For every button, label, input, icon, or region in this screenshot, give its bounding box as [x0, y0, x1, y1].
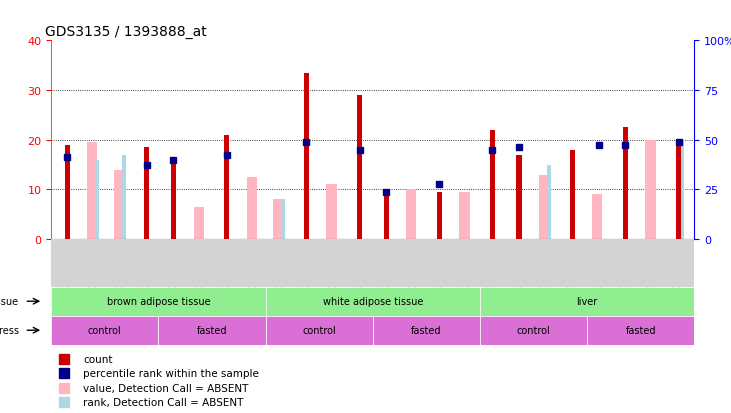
Text: GSM184427: GSM184427 — [408, 242, 417, 288]
Text: brown adipose tissue: brown adipose tissue — [107, 297, 211, 306]
Text: control: control — [517, 325, 550, 335]
Bar — [281, 200, 285, 240]
Text: GSM184426: GSM184426 — [382, 242, 390, 288]
Bar — [144, 148, 149, 240]
Bar — [516, 155, 521, 240]
Text: white adipose tissue: white adipose tissue — [322, 297, 423, 306]
Bar — [327, 185, 337, 240]
Text: GSM184418: GSM184418 — [169, 242, 178, 288]
Bar — [194, 207, 204, 240]
Bar — [592, 195, 602, 240]
Text: GSM184415: GSM184415 — [89, 242, 98, 288]
Bar — [265, 287, 480, 316]
Text: value, Detection Call = ABSENT: value, Detection Call = ABSENT — [83, 383, 249, 393]
Text: GSM184434: GSM184434 — [594, 242, 603, 288]
Text: GSM184437: GSM184437 — [674, 242, 683, 288]
Bar — [547, 165, 551, 240]
Text: GSM184435: GSM184435 — [621, 242, 630, 288]
Bar — [246, 178, 257, 240]
Bar — [490, 131, 495, 240]
Bar — [587, 316, 694, 345]
Bar — [51, 316, 159, 345]
Bar — [436, 192, 442, 240]
Bar — [384, 192, 389, 240]
Bar — [357, 96, 362, 240]
Text: fasted: fasted — [411, 325, 442, 335]
Bar — [51, 287, 265, 316]
Bar — [645, 140, 656, 240]
Text: GSM184431: GSM184431 — [515, 242, 523, 288]
Bar — [676, 140, 681, 240]
Bar — [95, 160, 99, 240]
Bar — [265, 316, 373, 345]
Bar — [680, 140, 684, 240]
Bar — [64, 145, 69, 240]
Text: GSM184420: GSM184420 — [222, 242, 231, 288]
Text: control: control — [88, 325, 121, 335]
Text: liver: liver — [577, 297, 598, 306]
Bar — [171, 160, 176, 240]
Text: GSM184422: GSM184422 — [276, 242, 284, 288]
Text: GSM184433: GSM184433 — [568, 242, 577, 288]
Text: GSM184414: GSM184414 — [63, 242, 72, 288]
Text: GDS3135 / 1393888_at: GDS3135 / 1393888_at — [45, 25, 206, 39]
Text: fasted: fasted — [626, 325, 656, 335]
Text: GSM184419: GSM184419 — [195, 242, 205, 288]
Text: control: control — [303, 325, 336, 335]
Bar — [114, 170, 124, 240]
Text: tissue: tissue — [0, 297, 19, 306]
Bar — [224, 135, 229, 240]
Text: fasted: fasted — [197, 325, 227, 335]
Bar — [122, 155, 126, 240]
Text: GSM184428: GSM184428 — [435, 242, 444, 288]
Text: GSM184436: GSM184436 — [648, 242, 656, 288]
Bar — [373, 316, 480, 345]
Bar — [159, 316, 265, 345]
Bar — [304, 74, 309, 240]
Text: count: count — [83, 354, 113, 364]
Bar — [480, 316, 587, 345]
Bar — [273, 200, 284, 240]
Text: GSM184430: GSM184430 — [488, 242, 497, 288]
Bar — [569, 150, 575, 240]
Bar — [406, 190, 417, 240]
Text: GSM184423: GSM184423 — [302, 242, 311, 288]
Text: GSM184421: GSM184421 — [249, 242, 258, 288]
Text: GSM184416: GSM184416 — [115, 242, 125, 288]
Text: GSM184429: GSM184429 — [461, 242, 470, 288]
Text: GSM184417: GSM184417 — [143, 242, 151, 288]
Text: GSM184432: GSM184432 — [541, 242, 550, 288]
Text: stress: stress — [0, 325, 19, 335]
Text: GSM184424: GSM184424 — [328, 242, 338, 288]
Text: GSM184425: GSM184425 — [355, 242, 364, 288]
Bar — [539, 175, 549, 240]
Bar — [623, 128, 628, 240]
Bar — [480, 287, 694, 316]
Bar — [87, 143, 97, 240]
Text: percentile rank within the sample: percentile rank within the sample — [83, 368, 260, 378]
Bar — [459, 192, 469, 240]
Text: rank, Detection Call = ABSENT: rank, Detection Call = ABSENT — [83, 397, 243, 407]
